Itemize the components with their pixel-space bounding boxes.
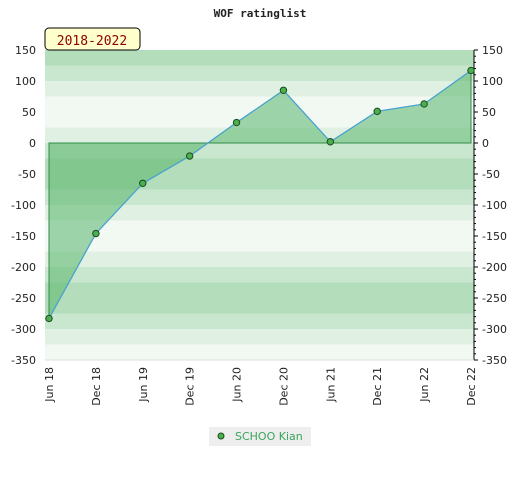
- period-badge: 2018-2022: [44, 27, 141, 51]
- y-tick-label-left: 0: [29, 137, 36, 150]
- y-tick-label-right: -350: [482, 354, 507, 367]
- y-axis-left-labels: -350 -300 -250 -200 -150 -100 -50 0 50 100 150: [11, 44, 36, 367]
- y-tick-label-right: -50: [482, 168, 500, 181]
- legend: SCHOO Kian: [209, 427, 311, 446]
- y-axis-right-labels: -350 -300 -250 -200 -150 -100 -50 0 50 100 150: [482, 44, 507, 367]
- legend-label: SCHOO Kian: [235, 430, 303, 443]
- y-tick-label-left: -50: [18, 168, 36, 181]
- y-tick-label-right: 100: [482, 75, 503, 88]
- background-band: [45, 236, 474, 252]
- x-tick-label: Jun 22: [418, 367, 431, 403]
- y-tick-label-right: -300: [482, 323, 507, 336]
- y-tick-label-left: -300: [11, 323, 36, 336]
- chart-title: WOF ratinglist: [214, 7, 307, 20]
- data-point: [373, 107, 381, 116]
- y-tick-label-left: -100: [11, 199, 36, 212]
- background-band: [45, 96, 474, 112]
- period-badge-box: [44, 27, 141, 51]
- data-point: [232, 118, 241, 127]
- y-tick-label-left: 150: [15, 44, 36, 57]
- data-point: [92, 229, 100, 238]
- x-axis-labels: Jun 18 Dec 18 Jun 19 Dec 19 Jun 20 Dec 20 Jun …: [43, 367, 478, 406]
- y-tick-label-right: -250: [482, 292, 507, 305]
- data-point: [139, 179, 147, 188]
- series-line: [48, 69, 472, 319]
- y-tick-label-right: 50: [482, 106, 496, 119]
- data-point: [326, 138, 335, 146]
- y-tick-label-left: -350: [11, 354, 36, 367]
- background-band: [45, 267, 474, 283]
- x-tick-label: Dec 22: [465, 367, 478, 406]
- y-tick-label-left: 50: [22, 106, 36, 119]
- background-band: [45, 329, 474, 345]
- rating-line: [48, 69, 472, 319]
- background-band: [45, 298, 474, 314]
- background-band: [45, 65, 474, 81]
- background-band: [45, 220, 474, 236]
- background-band: [45, 205, 474, 221]
- background-band: [45, 251, 474, 267]
- data-point: [279, 86, 288, 95]
- x-tick-label: Dec 20: [277, 367, 290, 406]
- y-tick-label-left: -150: [11, 230, 36, 243]
- y-tick-label-right: -150: [482, 230, 507, 243]
- x-tick-label: Jun 19: [137, 367, 150, 403]
- background-band: [45, 50, 474, 66]
- legend-marker: [217, 432, 225, 440]
- background-band: [45, 313, 474, 329]
- background-band: [45, 344, 474, 360]
- data-point: [45, 314, 53, 323]
- x-tick-label: Dec 19: [184, 367, 197, 406]
- period-badge-label: 2018-2022: [57, 34, 127, 49]
- legend-box: [209, 427, 311, 446]
- data-point: [467, 66, 475, 75]
- x-tick-label: Jun 18: [43, 367, 56, 403]
- y-tick-label-left: -250: [11, 292, 36, 305]
- axes: [45, 49, 478, 361]
- y-tick-label-right: 0: [482, 137, 489, 150]
- data-point: [420, 100, 428, 108]
- x-tick-label: Jun 21: [324, 367, 337, 403]
- background-band: [45, 282, 474, 298]
- y-tick-label-right: -100: [482, 199, 507, 212]
- data-point: [185, 152, 194, 160]
- background-band: [45, 189, 474, 205]
- data-points: [45, 66, 475, 323]
- x-tick-label: Jun 20: [231, 367, 244, 403]
- y-tick-label-left: 100: [15, 75, 36, 88]
- x-tick-label: Dec 18: [90, 367, 103, 406]
- x-tick-label: Dec 21: [371, 367, 384, 406]
- y-tick-label-right: -200: [482, 261, 507, 274]
- y-tick-label-right: 150: [482, 44, 503, 57]
- background-band: [45, 81, 474, 97]
- y-tick-label-left: -200: [11, 261, 36, 274]
